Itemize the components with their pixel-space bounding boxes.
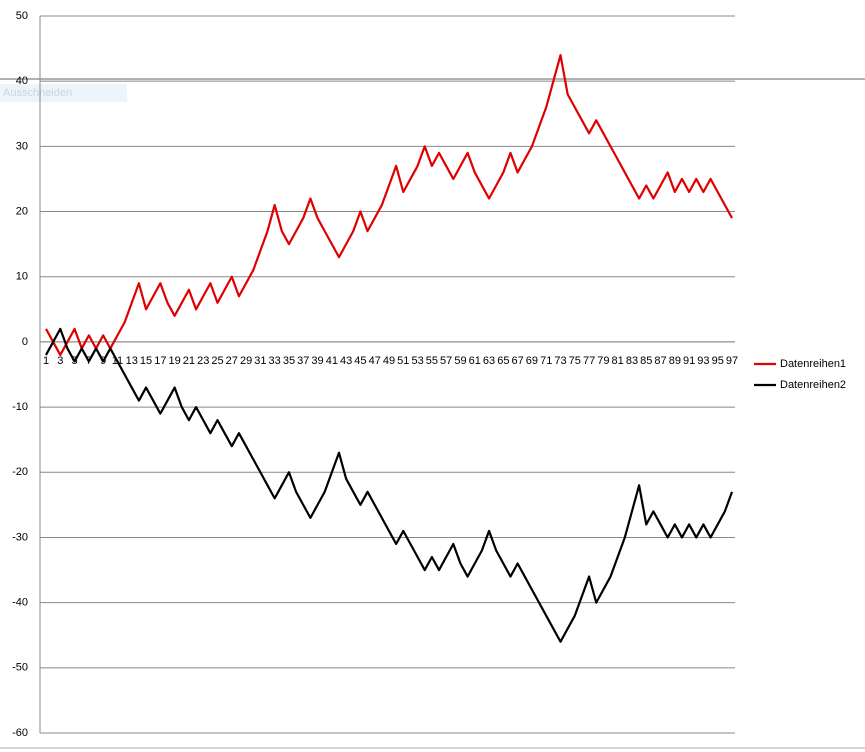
- x-tick-label: 75: [569, 355, 581, 367]
- y-tick-label: -40: [12, 597, 28, 609]
- x-tick-label: 53: [411, 355, 423, 367]
- y-tick-label: 30: [16, 140, 28, 152]
- x-tick-label: 67: [512, 355, 524, 367]
- y-tick-label: 50: [16, 10, 28, 22]
- x-tick-label: 31: [254, 355, 266, 367]
- y-tick-label: -20: [12, 466, 28, 478]
- y-tick-label: -60: [12, 727, 28, 739]
- x-tick-label: 55: [426, 355, 438, 367]
- ghost-menu-text: Ausschneiden: [3, 87, 72, 99]
- series-line: [45, 327, 734, 643]
- x-tick-label: 27: [226, 355, 238, 367]
- x-tick-label: 95: [712, 355, 724, 367]
- x-tick-label: 83: [626, 355, 638, 367]
- x-tick-label: 97: [726, 355, 738, 367]
- y-tick-label: -50: [12, 662, 28, 674]
- x-tick-label: 59: [454, 355, 466, 367]
- x-tick-label: 23: [197, 355, 209, 367]
- x-tick-label: 79: [597, 355, 609, 367]
- x-tick-label: 61: [469, 355, 481, 367]
- x-tick-label: 93: [697, 355, 709, 367]
- x-tick-label: 37: [297, 355, 309, 367]
- x-tick-label: 87: [654, 355, 666, 367]
- legend-label: Datenreihen1: [780, 358, 846, 370]
- ghost-menu: [0, 84, 127, 102]
- y-tick-label: 40: [16, 75, 28, 87]
- legend-label: Datenreihen2: [780, 379, 846, 391]
- x-tick-label: 71: [540, 355, 552, 367]
- x-tick-label: 29: [240, 355, 252, 367]
- x-tick-label: 43: [340, 355, 352, 367]
- x-tick-label: 45: [354, 355, 366, 367]
- x-tick-label: 77: [583, 355, 595, 367]
- y-tick-label: -10: [12, 401, 28, 413]
- x-tick-label: 19: [169, 355, 181, 367]
- x-tick-label: 17: [154, 355, 166, 367]
- x-tick-label: 57: [440, 355, 452, 367]
- x-tick-label: 89: [669, 355, 681, 367]
- x-tick-label: 41: [326, 355, 338, 367]
- x-tick-label: 63: [483, 355, 495, 367]
- x-tick-label: 3: [57, 355, 63, 367]
- x-tick-label: 49: [383, 355, 395, 367]
- x-tick-label: 91: [683, 355, 695, 367]
- x-tick-label: 81: [612, 355, 624, 367]
- x-tick-label: 35: [283, 355, 295, 367]
- x-tick-label: 51: [397, 355, 409, 367]
- y-tick-label: 10: [16, 271, 28, 283]
- y-tick-label: 20: [16, 205, 28, 217]
- x-tick-label: 65: [497, 355, 509, 367]
- x-tick-label: 33: [269, 355, 281, 367]
- x-tick-label: 1: [43, 355, 49, 367]
- x-tick-label: 13: [126, 355, 138, 367]
- series-line: [45, 54, 733, 357]
- x-tick-label: 39: [311, 355, 323, 367]
- x-tick-label: 69: [526, 355, 538, 367]
- x-tick-label: 73: [554, 355, 566, 367]
- y-tick-label: 0: [22, 336, 28, 348]
- y-tick-label: -30: [12, 531, 28, 543]
- x-tick-label: 25: [211, 355, 223, 367]
- x-tick-label: 47: [369, 355, 381, 367]
- x-tick-label: 15: [140, 355, 152, 367]
- x-tick-label: 21: [183, 355, 195, 367]
- x-tick-label: 85: [640, 355, 652, 367]
